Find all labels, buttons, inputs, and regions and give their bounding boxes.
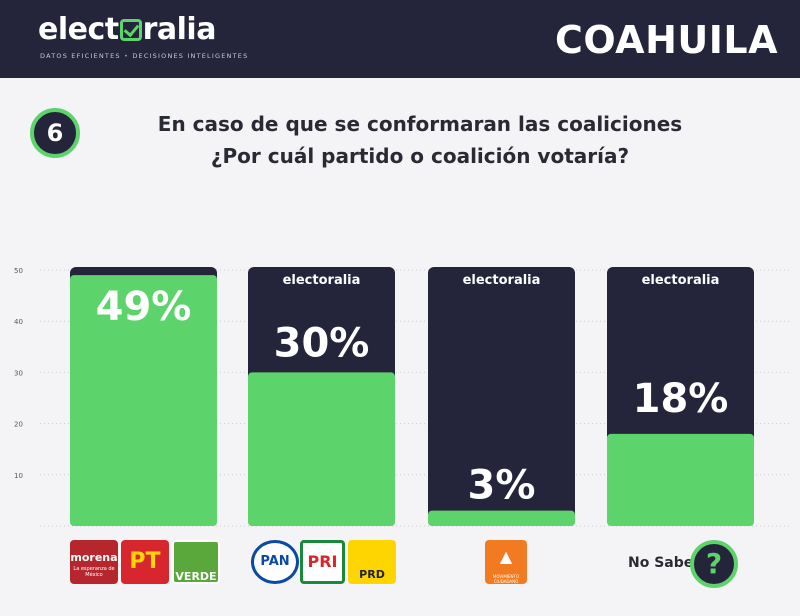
header-bar: elect ralia DATOS EFICIENTES • DECISIONES… [0,0,800,78]
y-tick-label: 20 [14,421,23,429]
verde-logo: VERDE [172,540,220,584]
bar-value-label: 49% [96,284,192,330]
y-tick-label: 40 [14,318,23,326]
bar-watermark: electoralia [283,273,361,288]
question-number-badge: 6 [30,108,80,158]
morena-logo: morena La esperanza de México [70,540,118,584]
checkbox-icon [119,19,142,41]
y-tick-label: 10 [14,472,23,480]
bar-value-label: 3% [468,463,536,509]
bar-chart: 10 20 30 40 50 49% electoralia 30% electoralia 3%… [14,267,790,527]
bar-watermark: electoralia [463,273,541,288]
logo-text-right: ralia [142,12,217,47]
prd-logo: PRD [348,540,396,584]
pri-logo: PRI [300,540,345,584]
dot-icon: • [123,52,130,60]
electoralia-logo: elect ralia [38,12,216,47]
mc-eagle-icon: ▲ [499,547,513,566]
question-line-2: ¿Por cuál partido o coalición votaría? [210,144,630,168]
bar [248,372,395,526]
bar-watermark: electoralia [642,273,720,288]
pan-logo: PAN [251,540,299,584]
tagline: DATOS EFICIENTES • DECISIONES INTELIGENT… [40,52,249,60]
y-tick-label: 50 [14,267,23,275]
bar-background [428,267,575,526]
bar [607,433,754,526]
bar [428,510,575,526]
pt-logo: PT [121,540,169,584]
no-sabe-label: No Sabe [628,555,694,571]
state-title: COAHUILA [554,18,778,62]
bar [70,275,217,526]
question-line-1: En caso de que se conformaran las coalic… [157,112,683,136]
logo-text-left: elect [38,12,119,47]
y-tick-label: 30 [14,369,23,377]
movimiento-ciudadano-logo: ▲ MOVIMIENTO CIUDADANO [485,540,527,584]
bar-value-label: 18% [633,376,729,422]
question-mark-icon: ? [690,540,738,588]
bar-value-label: 30% [274,320,370,366]
